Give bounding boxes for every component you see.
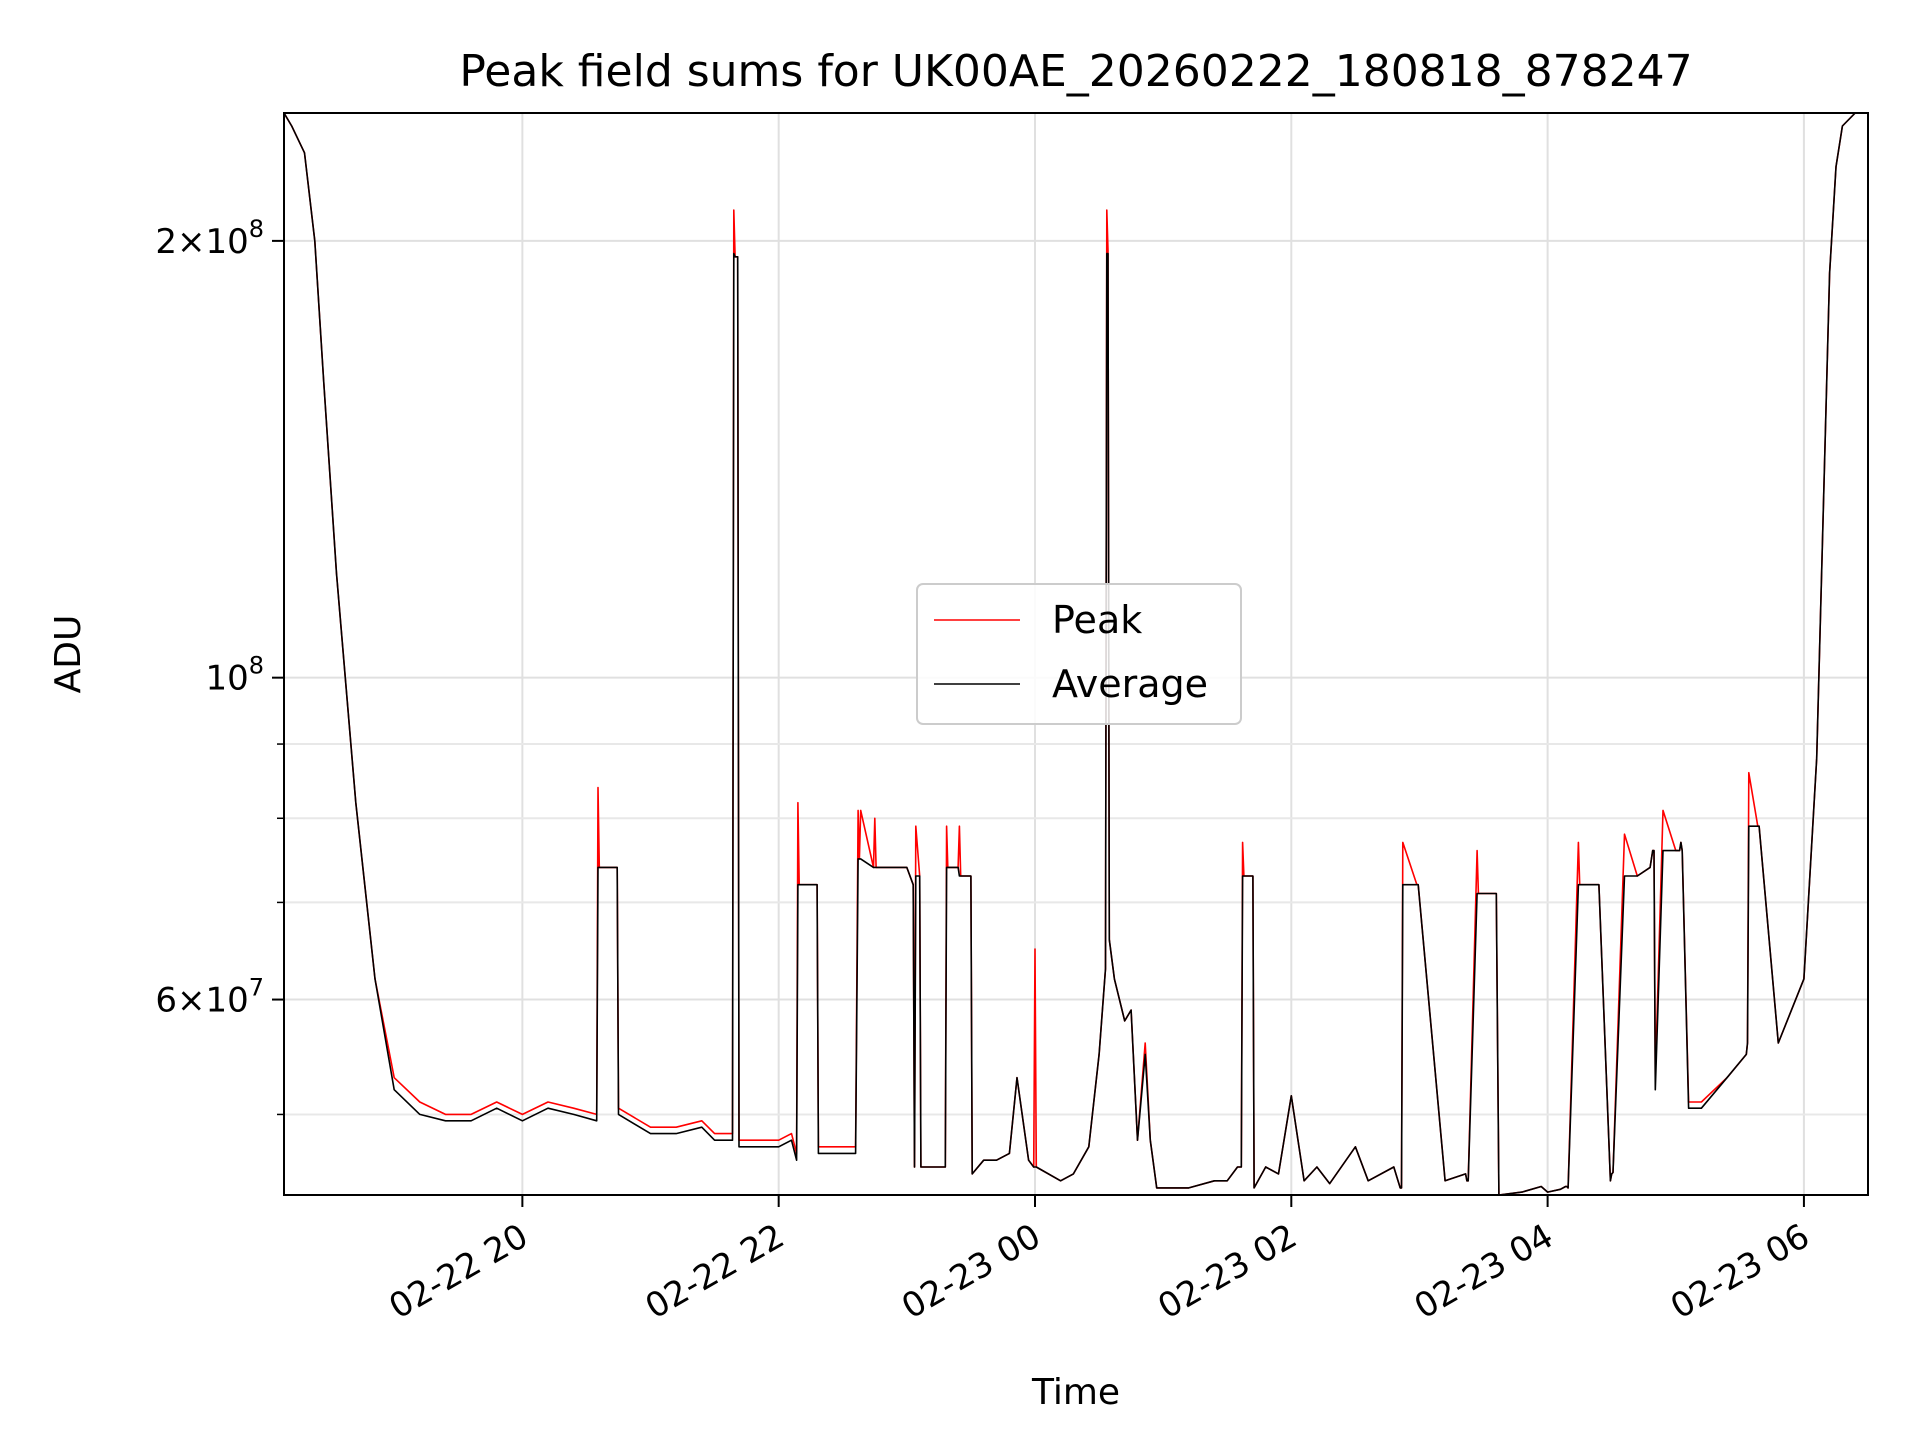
legend-label-peak: Peak [1052, 598, 1142, 642]
y-tick-label: 2×108 [155, 215, 264, 262]
chart-title: Peak field sums for UK00AE_20260222_1808… [459, 46, 1692, 97]
plot-frame [283, 112, 1869, 1196]
legend-box [916, 583, 1242, 725]
legend: Peak Average [916, 583, 1242, 725]
legend-label-average: Average [1052, 662, 1208, 706]
y-tick-label: 6×107 [155, 974, 264, 1021]
series-layer [284, 113, 1856, 1195]
series-line-average [284, 113, 1856, 1195]
y-axis-label: ADU [48, 615, 89, 694]
y-tick-label: 108 [205, 652, 264, 699]
x-axis-label: Time [1031, 1372, 1120, 1413]
